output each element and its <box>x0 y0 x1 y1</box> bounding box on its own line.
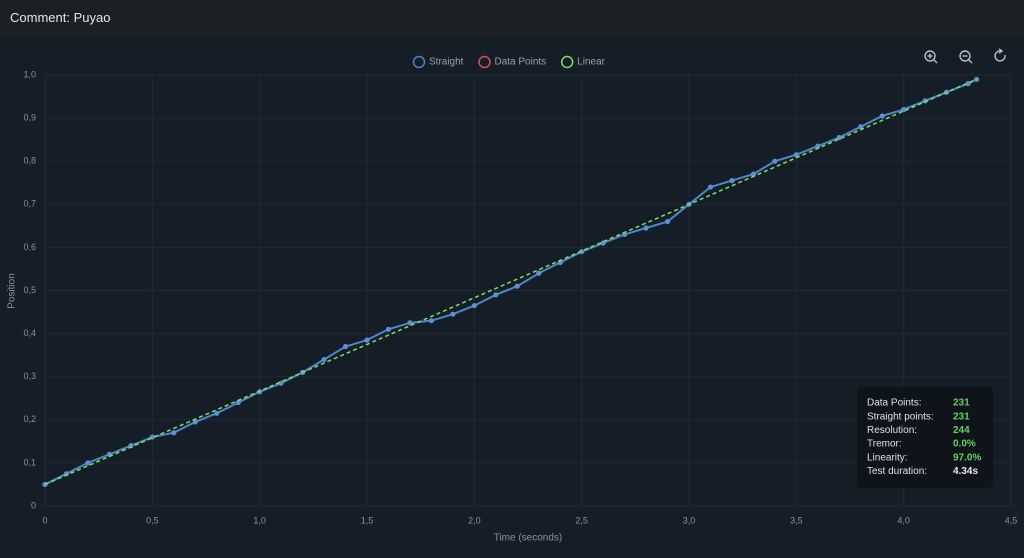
x-tick-label: 4,5 <box>1005 515 1018 525</box>
comment: Comment: Puyao <box>0 0 1024 35</box>
y-tick-label: 0,6 <box>23 242 36 252</box>
y-tick-label: 1,0 <box>23 69 36 79</box>
stat-value: 0.0% <box>953 439 976 450</box>
data-point <box>750 171 757 177</box>
data-point <box>493 292 499 298</box>
data-point <box>514 283 520 289</box>
x-tick-label: 1,5 <box>361 515 374 525</box>
data-point <box>836 134 842 141</box>
legend-label: Linear <box>577 57 605 68</box>
stat-label: Tremor: <box>867 439 902 450</box>
legend-marker <box>412 55 426 69</box>
series-line <box>44 78 977 486</box>
y-tick-label: 0 <box>31 500 36 510</box>
data-point <box>428 318 434 324</box>
x-tick-label: 2,5 <box>575 515 588 525</box>
x-tick-label: 0,5 <box>146 515 159 525</box>
y-tick-label: 0,9 <box>23 112 36 122</box>
x-tick-label: 4,0 <box>897 515 910 525</box>
data-point <box>858 124 864 130</box>
x-tick-label: 0 <box>42 515 47 525</box>
data-point <box>922 98 928 104</box>
y-tick-label: 0,1 <box>23 457 36 467</box>
x-tick-label: 3,5 <box>790 515 803 525</box>
data-point <box>536 270 542 276</box>
stat-label: Test duration: <box>867 466 927 477</box>
stat-label: Straight points: <box>867 411 934 422</box>
data-point <box>278 380 284 386</box>
data-point <box>342 343 349 350</box>
data-point <box>85 460 91 466</box>
data-point <box>772 158 778 164</box>
stat-value: 97.0% <box>953 452 981 463</box>
x-tick-label: 2,0 <box>468 515 481 525</box>
stat-value: 231 <box>953 398 970 409</box>
data-point <box>192 419 198 425</box>
zoom-out[interactable] <box>959 50 973 64</box>
legend-label: Data Points <box>494 57 546 68</box>
data-point <box>664 218 671 225</box>
stat-value: 4.34s <box>953 466 978 477</box>
y-axis-label: Position <box>7 273 18 309</box>
chart: 0 0,1 0,2 0,3 0,4 0,5 0,6 0,7 0,8 0,9 1,0 0 0,5 1,0 1,… <box>7 48 1018 544</box>
data-point <box>407 320 413 326</box>
y-tick-label: 0,2 <box>23 414 36 424</box>
zoom-in[interactable] <box>924 50 938 64</box>
data-point <box>879 113 885 119</box>
data-point <box>729 177 735 184</box>
y-tick-label: 0,3 <box>23 371 36 381</box>
legend-label: Straight <box>429 57 464 68</box>
y-tick-label: 0,4 <box>23 328 36 338</box>
data-point <box>171 430 177 436</box>
stat-label: Linearity: <box>867 452 908 463</box>
y-tick-label: 0,8 <box>23 156 36 166</box>
data-point <box>901 106 907 113</box>
data-point <box>815 143 821 149</box>
legend-marker <box>560 55 574 69</box>
reset-zoom[interactable] <box>994 48 1006 62</box>
x-axis-label: Time (seconds) <box>494 533 563 544</box>
x-tick-label: 1,0 <box>253 515 266 525</box>
x-tick-label: 3,0 <box>683 515 696 525</box>
data-point <box>364 337 370 343</box>
data-point <box>235 399 241 406</box>
data-point <box>707 184 714 190</box>
stat-value: 231 <box>953 411 970 422</box>
stat-label: Data Points: <box>867 398 921 409</box>
data-point <box>471 302 477 309</box>
stat-label: Resolution: <box>867 425 917 436</box>
data-point <box>385 326 392 332</box>
stats-box <box>857 387 993 488</box>
data-point <box>214 410 220 416</box>
legend-marker <box>478 55 491 69</box>
data-point <box>321 356 327 363</box>
data-point <box>643 225 649 231</box>
y-tick-label: 0,7 <box>23 199 36 209</box>
stat-value: 244 <box>953 425 970 436</box>
data-point <box>450 311 456 317</box>
data-point <box>793 152 799 158</box>
y-tick-label: 0,5 <box>23 285 36 295</box>
